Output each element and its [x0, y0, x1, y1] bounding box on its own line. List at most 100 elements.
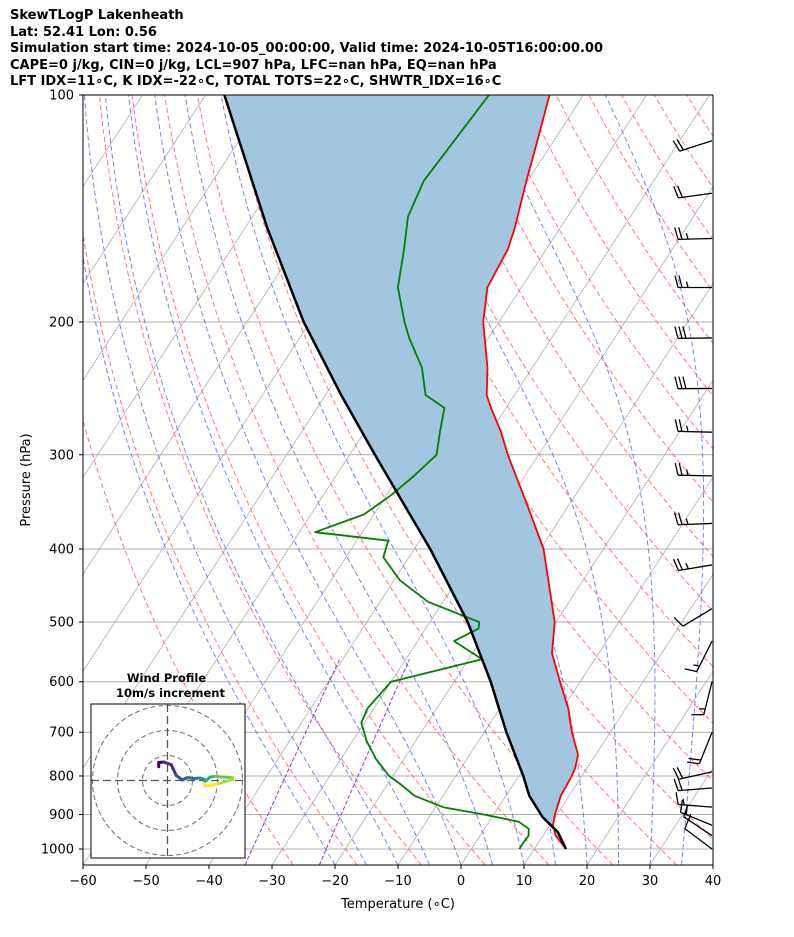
y-tick-label: 200: [49, 315, 74, 330]
wind-barb: [672, 558, 713, 572]
dry-adiabat-line: [719, 95, 794, 865]
isotherm-line: [0, 95, 80, 865]
hodograph-segment: [203, 782, 219, 788]
y-tick-label: 300: [49, 448, 74, 463]
wind-barb: [687, 731, 713, 765]
moist-adiabat-line: [83, 95, 367, 865]
moist-adiabat-line: [389, 95, 619, 865]
moist-adiabat-line: [154, 95, 462, 865]
wind-barb: [673, 608, 713, 627]
y-axis-label: Pressure (hPa): [19, 433, 34, 526]
x-tick-label: 30: [642, 874, 659, 889]
isotherm-line: [523, 573, 713, 865]
moist-adiabat-line: [184, 95, 493, 865]
chart-title-block: SkewTLogP Lakenheath Lat: 52.41 Lon: 0.5…: [10, 8, 603, 91]
x-tick-label: −30: [258, 874, 285, 889]
temperature-profile-line: [482, 95, 579, 850]
hodograph-segment: [169, 763, 178, 777]
title-location: Lat: 52.41 Lon: 0.56: [10, 24, 157, 40]
isotherm-line: [271, 185, 713, 865]
y-tick-label: 700: [49, 726, 74, 741]
cin-shaded-area: [224, 95, 578, 849]
wind-barb: [674, 376, 713, 390]
dry-adiabat-line: [83, 231, 358, 865]
x-tick-label: 20: [579, 874, 596, 889]
x-tick-label: 40: [705, 874, 722, 889]
moist-adiabat-line: [83, 254, 336, 865]
moist-adiabat-line: [105, 95, 399, 865]
wind-barb: [683, 804, 713, 837]
y-tick-label: 600: [49, 675, 74, 690]
dry-adiabat-line: [98, 95, 422, 865]
title-station: SkewTLogP Lakenheath: [10, 8, 184, 23]
isotherm-line: [83, 95, 332, 479]
moist-adiabat-line: [712, 861, 713, 865]
axes-layer: −60 −50 −40 −30 −20 −10 0 10 20 30 40 100 200 300 400 5…: [19, 89, 721, 913]
title-stability-indices: LFT IDX=11∘C, K IDX=-22∘C, TOTAL TOTS=22…: [10, 74, 502, 90]
isotherm-line: [0, 95, 17, 865]
x-tick-label: −50: [132, 874, 159, 889]
mixing-ratio-line: [244, 658, 341, 865]
dry-adiabat-line: [359, 95, 713, 668]
wind-barb: [674, 227, 713, 241]
wind-barb: [673, 512, 713, 526]
wind-barb: [674, 326, 713, 340]
wind-barb: [679, 799, 713, 826]
wind-barb: [684, 640, 713, 673]
dry-adiabat-line: [457, 95, 713, 503]
dry-adiabat-line: [785, 95, 794, 865]
x-tick-label: 10: [516, 874, 533, 889]
wind-barb: [672, 138, 713, 152]
x-tick-label: −60: [69, 874, 96, 889]
y-tick-label: 100: [49, 89, 74, 104]
isotherm-line: [83, 95, 269, 382]
moist-adiabat-line: [128, 95, 430, 865]
moist-adiabat-line: [220, 95, 525, 865]
y-tick-label: 800: [49, 769, 74, 784]
y-tick-label: 900: [49, 808, 74, 823]
thermo-lines-layer: [0, 95, 794, 865]
moist-adiabat-line: [604, 95, 705, 865]
dry-adiabat-line: [621, 95, 713, 241]
y-tick-label: 1000: [41, 843, 74, 858]
isotherm-line: [83, 95, 206, 285]
wind-barbs-layer: [672, 138, 713, 850]
dry-adiabat-line: [164, 95, 550, 865]
moist-adiabat-line: [745, 95, 794, 865]
isotherm-line: [776, 95, 794, 865]
isotherm-line: [649, 767, 713, 865]
wind-barb: [673, 185, 713, 199]
wind-barb: [674, 275, 712, 289]
wind-barb: [691, 681, 713, 716]
dry-adiabat-line: [686, 95, 713, 138]
hodograph-title: Wind Profile: [127, 671, 207, 685]
title-times: Simulation start time: 2024-10-05_00:00:…: [10, 41, 603, 57]
dry-adiabat-line: [752, 95, 794, 865]
y-tick-label: 400: [49, 542, 74, 557]
wind-barb: [674, 462, 713, 477]
wind-barb: [674, 419, 713, 433]
x-axis-label: Temperature (∘C): [340, 897, 455, 912]
isotherm-line: [712, 864, 713, 865]
hodograph-subtitle: 10m/s increment: [116, 686, 225, 700]
isotherm-line: [397, 379, 713, 865]
dry-adiabat-line: [392, 95, 713, 612]
title-cape-indices: CAPE=0 j/kg, CIN=0 j/kg, LCL=907 hPa, LF…: [10, 57, 497, 73]
dry-adiabat-line: [425, 95, 713, 558]
dry-adiabat-line: [653, 95, 713, 189]
hodograph-segment: [203, 782, 207, 788]
isotherm-line: [586, 670, 713, 865]
wind-barb: [675, 792, 713, 808]
dry-adiabat-line: [83, 418, 294, 865]
mixing-ratio-line: [318, 658, 410, 865]
isotherm-line: [334, 282, 713, 865]
wind-barb: [673, 778, 713, 792]
dry-adiabat-line: [490, 95, 713, 450]
dry-adiabat-line: [131, 95, 486, 865]
dewpoint-profile-line: [314, 95, 530, 850]
parcel-profile-line: [223, 95, 568, 850]
x-tick-label: −40: [195, 874, 222, 889]
wind-barb: [672, 766, 713, 780]
